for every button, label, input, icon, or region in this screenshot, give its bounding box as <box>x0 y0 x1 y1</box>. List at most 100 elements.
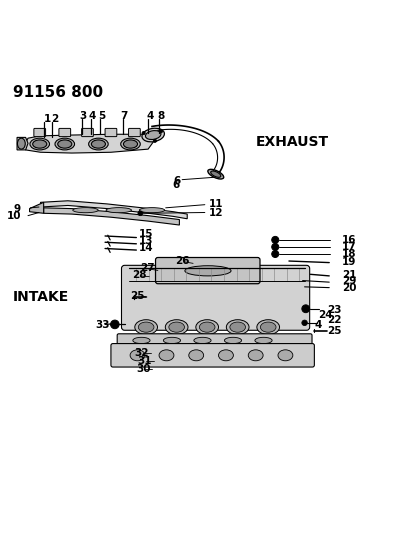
Ellipse shape <box>145 131 161 140</box>
Circle shape <box>142 132 145 135</box>
Text: 91156 800: 91156 800 <box>13 85 103 100</box>
Text: 14: 14 <box>138 243 153 253</box>
Text: 8: 8 <box>157 111 164 122</box>
Ellipse shape <box>169 322 184 332</box>
Text: 20: 20 <box>342 282 356 293</box>
Ellipse shape <box>106 208 132 213</box>
Text: 25: 25 <box>130 291 145 301</box>
FancyBboxPatch shape <box>117 334 312 347</box>
Ellipse shape <box>278 350 293 361</box>
Ellipse shape <box>194 337 211 344</box>
Ellipse shape <box>225 337 242 344</box>
Ellipse shape <box>55 138 74 150</box>
Circle shape <box>113 322 117 326</box>
Ellipse shape <box>208 169 224 179</box>
Text: 19: 19 <box>342 257 356 267</box>
Circle shape <box>138 211 143 216</box>
Ellipse shape <box>260 322 276 332</box>
Ellipse shape <box>130 350 145 361</box>
Text: 4: 4 <box>146 111 154 122</box>
Polygon shape <box>44 208 179 225</box>
Ellipse shape <box>248 350 263 361</box>
Ellipse shape <box>142 128 164 142</box>
Text: 15: 15 <box>138 229 153 239</box>
Text: 16: 16 <box>342 235 356 245</box>
Ellipse shape <box>211 171 221 177</box>
Text: 12: 12 <box>209 207 223 217</box>
Ellipse shape <box>33 140 47 148</box>
Ellipse shape <box>199 322 215 332</box>
Text: 28: 28 <box>132 270 147 280</box>
Ellipse shape <box>123 140 138 148</box>
Polygon shape <box>41 201 187 219</box>
Text: 23: 23 <box>327 304 341 314</box>
Text: 30: 30 <box>136 364 151 374</box>
Text: 11: 11 <box>209 199 223 209</box>
Ellipse shape <box>135 320 158 335</box>
Circle shape <box>272 251 279 257</box>
Ellipse shape <box>139 208 165 213</box>
Text: 3: 3 <box>80 111 87 122</box>
Circle shape <box>272 244 279 251</box>
Polygon shape <box>30 203 44 213</box>
Ellipse shape <box>159 350 174 361</box>
Text: 6: 6 <box>173 176 181 186</box>
Circle shape <box>302 305 310 313</box>
Text: 17: 17 <box>342 242 357 252</box>
Ellipse shape <box>73 208 98 213</box>
Ellipse shape <box>219 350 233 361</box>
Ellipse shape <box>89 138 108 150</box>
Ellipse shape <box>255 337 272 344</box>
Text: 1: 1 <box>44 114 51 124</box>
Ellipse shape <box>164 337 180 344</box>
Text: 4: 4 <box>88 111 96 122</box>
Text: EXHAUST: EXHAUST <box>256 135 329 149</box>
Polygon shape <box>17 138 28 150</box>
Ellipse shape <box>30 138 50 150</box>
Text: 13: 13 <box>138 236 153 246</box>
Text: 6: 6 <box>173 181 180 190</box>
Circle shape <box>302 320 307 326</box>
Text: INTAKE: INTAKE <box>13 290 69 304</box>
Text: 32: 32 <box>134 349 149 358</box>
Ellipse shape <box>58 140 72 148</box>
FancyBboxPatch shape <box>59 128 71 136</box>
Text: 24: 24 <box>318 310 333 320</box>
FancyBboxPatch shape <box>34 128 46 136</box>
FancyBboxPatch shape <box>121 265 310 330</box>
Text: 26: 26 <box>175 256 190 266</box>
Ellipse shape <box>133 337 150 344</box>
Text: 4: 4 <box>314 320 322 330</box>
FancyBboxPatch shape <box>156 257 260 284</box>
Ellipse shape <box>226 320 249 335</box>
Text: 9: 9 <box>13 204 20 214</box>
Text: 27: 27 <box>140 263 155 273</box>
Ellipse shape <box>121 138 140 150</box>
Ellipse shape <box>196 320 219 335</box>
Ellipse shape <box>185 266 231 276</box>
Circle shape <box>153 139 156 142</box>
Circle shape <box>160 130 163 133</box>
Ellipse shape <box>138 322 154 332</box>
Circle shape <box>272 236 279 244</box>
Text: 25: 25 <box>327 326 341 336</box>
Text: 7: 7 <box>121 111 128 122</box>
Circle shape <box>111 320 119 329</box>
Text: 21: 21 <box>342 270 356 280</box>
FancyBboxPatch shape <box>105 128 117 136</box>
Ellipse shape <box>165 320 188 335</box>
Text: 29: 29 <box>342 277 356 286</box>
Text: 10: 10 <box>7 212 22 221</box>
Ellipse shape <box>189 350 204 361</box>
Text: 2: 2 <box>52 114 59 124</box>
Ellipse shape <box>17 138 25 149</box>
Text: 18: 18 <box>342 249 356 259</box>
Text: 5: 5 <box>98 111 106 122</box>
FancyBboxPatch shape <box>128 128 140 136</box>
FancyBboxPatch shape <box>82 128 93 136</box>
Ellipse shape <box>91 140 106 148</box>
FancyBboxPatch shape <box>111 344 314 367</box>
Text: 22: 22 <box>327 314 341 325</box>
Polygon shape <box>25 134 153 153</box>
Ellipse shape <box>257 320 280 335</box>
